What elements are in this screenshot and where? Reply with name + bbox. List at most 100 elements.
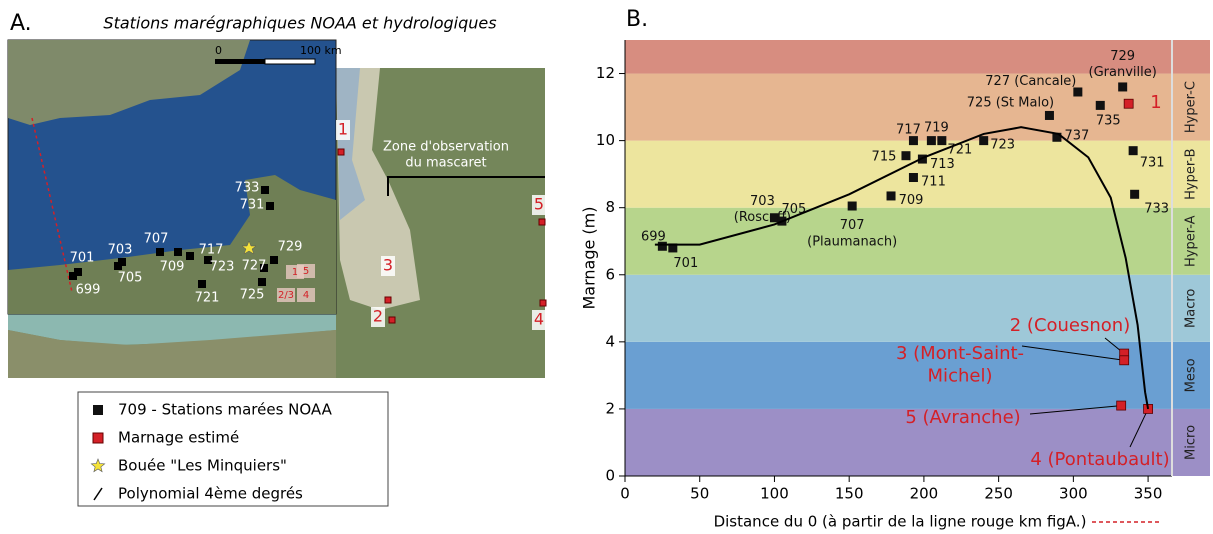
station-marker — [979, 136, 989, 146]
station-marker — [1128, 146, 1138, 156]
station-marker — [1095, 100, 1105, 110]
legend-label: Marnage estimé — [118, 429, 239, 447]
station-marker — [926, 136, 936, 146]
site-marker — [277, 288, 295, 302]
point-label: 719 — [924, 120, 949, 135]
legend-marker — [93, 405, 103, 415]
station-marker — [886, 191, 896, 201]
station-label: 723 — [210, 260, 235, 275]
inset-site-label: 4 — [303, 290, 309, 301]
site-label-bg — [532, 195, 546, 215]
scale-label: 100 km — [300, 44, 342, 57]
site-label-bg — [336, 120, 350, 140]
site-marker — [297, 288, 315, 302]
band-label: Hyper-C — [1184, 81, 1199, 133]
map-beach — [8, 314, 336, 345]
site-marker — [297, 264, 315, 278]
x-tick-label: 50 — [690, 485, 709, 503]
point-label-line: 733 — [1144, 201, 1169, 216]
point-label-line: 727 (Cancale) — [985, 73, 1076, 88]
station-marker — [1073, 87, 1083, 97]
station-marker — [769, 213, 779, 223]
point-label-line: 3 (Mont-Saint- — [896, 343, 1024, 364]
point-label: 4 (Pontaubault) — [1030, 449, 1169, 470]
point-label: 1 — [1150, 92, 1161, 113]
map-bay — [336, 68, 420, 310]
site-label: 2 — [373, 307, 383, 326]
x-axis-label: Distance du 0 (à partir de la ligne roug… — [714, 513, 1087, 531]
point-label-line: 1 — [1150, 92, 1161, 113]
station-label: 727 — [242, 259, 267, 274]
point-label: 733 — [1144, 201, 1169, 216]
site-marker — [538, 218, 546, 226]
station-marker — [270, 256, 278, 264]
point-label: 721 — [947, 142, 972, 157]
station-marker — [69, 272, 77, 280]
band-label: Meso — [1184, 358, 1199, 392]
station-label: 731 — [240, 198, 265, 213]
legend-marker — [93, 487, 103, 501]
estimated-marker — [1116, 400, 1127, 411]
band-label: Hyper-A — [1184, 215, 1199, 267]
point-label-line: 705 — [782, 202, 807, 217]
station-marker — [174, 248, 182, 256]
site-marker — [539, 299, 547, 307]
y-tick-label: 4 — [605, 332, 615, 350]
site-label: 1 — [338, 120, 348, 139]
band — [625, 408, 1210, 476]
panel-label: A. — [10, 11, 32, 36]
point-label-line: 707 — [840, 218, 865, 233]
station-marker — [901, 151, 911, 161]
station-label: 717 — [199, 243, 224, 258]
point-label: 735 — [1096, 113, 1121, 128]
point-label-line: 711 — [921, 174, 946, 189]
map-coast — [8, 330, 336, 378]
y-tick-label: 0 — [605, 467, 615, 485]
zone-label: Zone d'observation — [383, 140, 509, 155]
site-marker — [384, 296, 392, 304]
site-label-bg — [381, 256, 395, 276]
legend-label: Polynomial 4ème degrés — [118, 485, 303, 503]
legend-label: Bouée "Les Minquiers" — [118, 457, 287, 475]
point-label: 5 (Avranche) — [905, 407, 1020, 428]
panel-label: B. — [626, 7, 648, 32]
x-tick-label: 300 — [1059, 485, 1088, 503]
band — [625, 274, 1210, 342]
legend-marker — [92, 432, 104, 444]
legend — [77, 391, 389, 507]
inset-site-label: 2/3 — [278, 290, 294, 301]
point-label: 715 — [872, 149, 897, 164]
point-label-line: 5 (Avranche) — [905, 407, 1020, 428]
point-label-line: 701 — [673, 255, 698, 270]
point-label-line: (Granville) — [1089, 65, 1157, 80]
legend-label: 709 - Stations marées NOAA — [118, 401, 333, 419]
point-label-line: 731 — [1140, 155, 1165, 170]
point-label: 701 — [673, 255, 698, 270]
station-label: 721 — [195, 291, 220, 306]
point-label-line: 729 — [1110, 48, 1135, 63]
legend-marker — [90, 458, 106, 473]
x-tick-label: 350 — [1134, 485, 1163, 503]
point-label-line: 721 — [947, 142, 972, 157]
fit-curve — [654, 126, 1150, 410]
band — [625, 207, 1210, 275]
scale-bar — [264, 58, 316, 65]
station-label: 733 — [235, 181, 260, 196]
site-marker — [388, 316, 396, 324]
map-title: Stations marégraphiques NOAA et hydrolog… — [103, 14, 496, 33]
label-connector — [1021, 345, 1125, 361]
x-tick-label: 100 — [760, 485, 789, 503]
point-label-line: 737 — [1065, 128, 1090, 143]
point-label: 737 — [1065, 128, 1090, 143]
station-marker — [74, 268, 82, 276]
band — [625, 341, 1210, 409]
station-marker — [668, 243, 678, 253]
station-marker — [1118, 82, 1128, 92]
x-tick-label: 0 — [620, 485, 630, 503]
site-label: 4 — [534, 310, 544, 329]
buoy-star — [241, 240, 257, 255]
station-marker — [1052, 132, 1062, 142]
point-label-line: 4 (Pontaubault) — [1030, 449, 1169, 470]
point-label-line: 725 (St Malo) — [967, 95, 1054, 110]
